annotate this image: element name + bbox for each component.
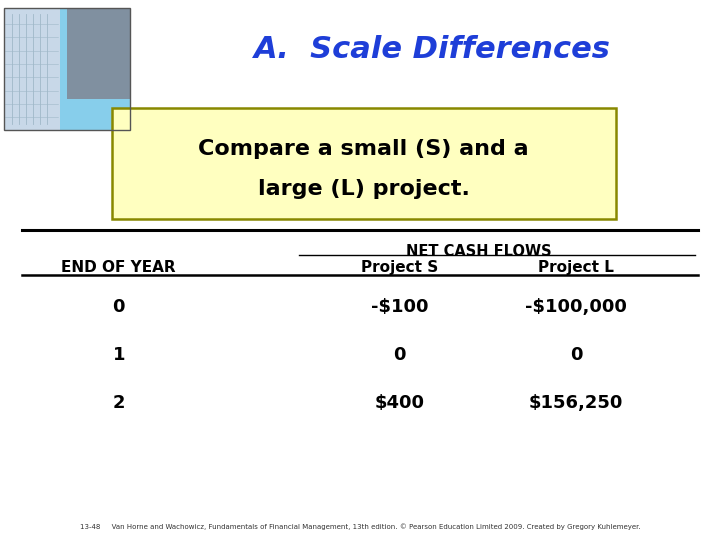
- Text: -$100: -$100: [371, 298, 428, 316]
- Text: END OF YEAR: END OF YEAR: [61, 260, 176, 275]
- Text: large (L) project.: large (L) project.: [258, 179, 469, 199]
- FancyBboxPatch shape: [4, 8, 130, 130]
- Text: Project S: Project S: [361, 260, 438, 275]
- Text: $400: $400: [374, 394, 425, 412]
- Text: -$100,000: -$100,000: [525, 298, 627, 316]
- FancyBboxPatch shape: [66, 8, 130, 99]
- Text: 13-48     Van Horne and Wachowicz, Fundamentals of Financial Management, 13th ed: 13-48 Van Horne and Wachowicz, Fundament…: [80, 524, 640, 530]
- Text: A.  Scale Differences: A. Scale Differences: [253, 35, 611, 64]
- Text: 0: 0: [570, 346, 582, 363]
- FancyBboxPatch shape: [4, 8, 60, 130]
- Text: NET CASH FLOWS: NET CASH FLOWS: [406, 244, 552, 259]
- Text: 0: 0: [393, 346, 406, 363]
- Text: Compare a small (S) and a: Compare a small (S) and a: [198, 139, 529, 159]
- FancyBboxPatch shape: [112, 108, 616, 219]
- Text: 2: 2: [112, 394, 125, 412]
- Text: $156,250: $156,250: [528, 394, 624, 412]
- Text: 0: 0: [112, 298, 125, 316]
- Text: Project L: Project L: [538, 260, 614, 275]
- Text: 1: 1: [112, 346, 125, 363]
